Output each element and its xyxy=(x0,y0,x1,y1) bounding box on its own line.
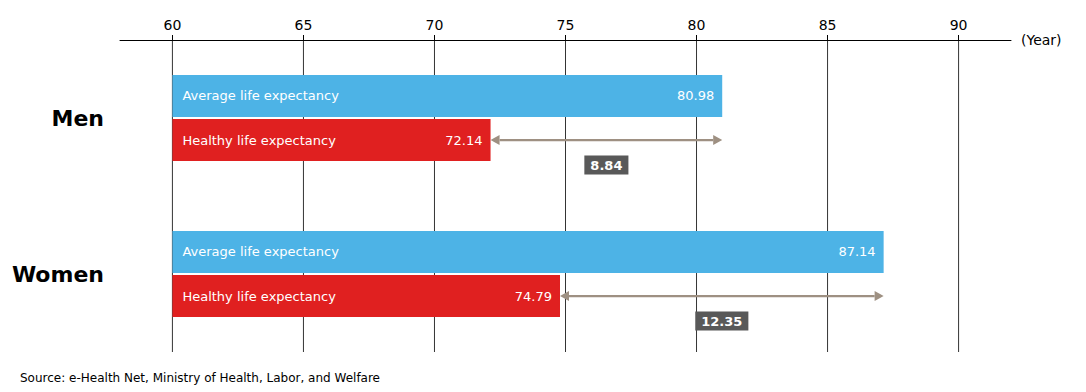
svg-text:80.98: 80.98 xyxy=(677,88,714,103)
svg-text:65: 65 xyxy=(295,17,313,33)
svg-text:74.79: 74.79 xyxy=(515,289,552,304)
svg-text:60: 60 xyxy=(163,17,181,33)
svg-text:72.14: 72.14 xyxy=(445,133,482,148)
svg-text:70: 70 xyxy=(426,17,444,33)
svg-text:(Year): (Year) xyxy=(1021,32,1062,48)
svg-text:Average life expectancy: Average life expectancy xyxy=(182,244,339,259)
svg-text:Average life expectancy: Average life expectancy xyxy=(182,88,339,103)
svg-text:12.35: 12.35 xyxy=(701,314,742,329)
svg-text:87.14: 87.14 xyxy=(838,244,875,259)
svg-text:8.84: 8.84 xyxy=(590,158,622,173)
svg-text:85: 85 xyxy=(819,17,837,33)
svg-text:80: 80 xyxy=(688,17,706,33)
svg-text:Healthy life expectancy: Healthy life expectancy xyxy=(182,289,336,304)
svg-text:90: 90 xyxy=(950,17,968,33)
svg-text:Men: Men xyxy=(52,106,104,131)
svg-text:Healthy life expectancy: Healthy life expectancy xyxy=(182,133,336,148)
svg-text:75: 75 xyxy=(557,17,575,33)
svg-text:Source: e-Health Net, Ministry: Source: e-Health Net, Ministry of Health… xyxy=(20,371,380,385)
svg-text:Women: Women xyxy=(12,262,104,287)
